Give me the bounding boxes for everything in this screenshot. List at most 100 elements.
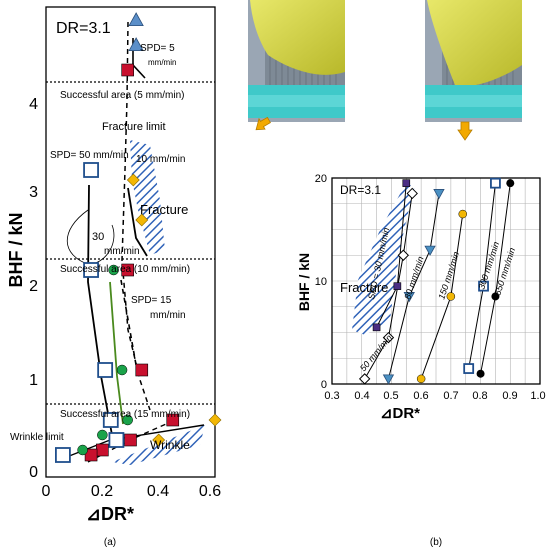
a-ann-mmmin-15: mm/min bbox=[150, 310, 186, 321]
a-point-s1-6 bbox=[84, 448, 98, 462]
a-point-s4-2 bbox=[208, 413, 222, 427]
b-point-s2-0 bbox=[382, 374, 395, 385]
panel-a-marks bbox=[55, 12, 222, 463]
a-ann-30: 30 bbox=[92, 231, 104, 243]
b-xtick-7: 1.0 bbox=[530, 390, 545, 402]
a-ann-spd15: SPD= 15 bbox=[131, 295, 172, 306]
a-ann-mmmin-30: mm/min bbox=[104, 246, 140, 257]
b-ytick-1: 10 bbox=[315, 276, 327, 288]
a-ann-success10: Successful area (10 mm/min) bbox=[60, 264, 190, 275]
photo-right bbox=[425, 0, 522, 141]
b-point-s4-2 bbox=[490, 177, 501, 189]
a-ytick-2: 2 bbox=[29, 278, 38, 295]
a-point-s1-1 bbox=[121, 263, 134, 277]
a-point-s3-0 bbox=[108, 264, 119, 276]
b-point-s2-1 bbox=[403, 292, 415, 303]
a-point-s0-0 bbox=[128, 12, 144, 27]
a-point-s2-4 bbox=[108, 432, 125, 448]
b-point-s5-2 bbox=[506, 179, 515, 188]
panel-a-plot-frame bbox=[45, 6, 216, 478]
a-xtick-3: 0.6 bbox=[199, 483, 221, 500]
b-point-s3-2 bbox=[458, 209, 467, 219]
a-point-s1-3 bbox=[166, 413, 180, 427]
b-point-s1-0 bbox=[358, 373, 371, 385]
panel-b-plot-frame bbox=[331, 177, 541, 385]
b-series-line-1 bbox=[364, 193, 413, 380]
a-point-s4-0 bbox=[126, 173, 140, 187]
b-point-s4-1 bbox=[478, 280, 489, 292]
panel-a: 0 1 2 3 4 0 0.2 0.4 0.6 ⊿DR* BHF / kN DR… bbox=[6, 6, 222, 548]
b-point-s0-2 bbox=[402, 179, 411, 187]
a-ytick-1: 1 bbox=[29, 372, 38, 389]
a-ann-fracture-limit: Fracture limit bbox=[102, 121, 166, 133]
b-point-s1-2 bbox=[397, 249, 410, 261]
b-xtick-3: 0.6 bbox=[413, 390, 428, 402]
panel-a-label: (a) bbox=[104, 537, 116, 548]
a-ytick-0: 0 bbox=[29, 464, 38, 481]
line-spd15 bbox=[120, 279, 139, 377]
b-xtick-5: 0.8 bbox=[472, 390, 487, 402]
b-point-s3-0 bbox=[416, 374, 426, 384]
b-xtick-4: 0.7 bbox=[443, 390, 458, 402]
a-xlabel: ⊿DR* bbox=[86, 504, 134, 524]
a-point-s2-0 bbox=[83, 162, 99, 178]
b-point-s1-3 bbox=[406, 187, 418, 200]
a-ylabel: BHF / kN bbox=[6, 212, 26, 287]
a-title: DR=3.1 bbox=[56, 20, 111, 37]
a-ann-success15: Successful area (15 mm/min) bbox=[60, 409, 190, 420]
a-ann-mmmin-5: mm/min bbox=[148, 58, 176, 67]
panel-b-label: (b) bbox=[430, 537, 442, 548]
b-xtick-0: 0.3 bbox=[324, 390, 339, 402]
b-ann-fracture: Fracture bbox=[340, 280, 388, 295]
a-point-s4-3 bbox=[152, 433, 166, 447]
line-spd50 bbox=[87, 184, 115, 447]
b-point-s2-2 bbox=[424, 245, 436, 256]
a-point-s2-2 bbox=[97, 362, 114, 378]
a-ytick-3: 3 bbox=[29, 184, 38, 201]
b-point-s0-1 bbox=[393, 282, 402, 290]
b-ytick-2: 20 bbox=[315, 173, 327, 185]
b-point-s5-0 bbox=[476, 369, 485, 378]
a-point-s3-1 bbox=[116, 364, 128, 376]
a-point-s2-5 bbox=[55, 447, 71, 463]
a-ytick-4: 4 bbox=[29, 96, 38, 113]
b-ylabel: BHF / kN bbox=[296, 253, 312, 311]
a-point-s4-1 bbox=[135, 213, 149, 227]
b-xtick-6: 0.9 bbox=[502, 390, 517, 402]
b-point-s1-1 bbox=[382, 331, 395, 344]
b-point-s3-1 bbox=[446, 292, 456, 301]
a-ann-fracture: Fracture bbox=[140, 202, 188, 217]
a-point-s1-5 bbox=[96, 443, 109, 457]
fracture-region-b bbox=[352, 185, 415, 335]
a-xtick-1: 0.2 bbox=[91, 483, 113, 500]
fracture-region-a bbox=[130, 140, 165, 255]
line-spd30 bbox=[109, 281, 124, 425]
a-ann-spd50: SPD= 50 mm/min bbox=[50, 150, 129, 161]
b-point-s4-0 bbox=[463, 363, 475, 374]
a-ann-10mm: 10 mm/min bbox=[136, 154, 185, 165]
b-point-s0-0 bbox=[372, 323, 381, 332]
b-ytick-0: 0 bbox=[321, 379, 327, 391]
a-point-s1-0 bbox=[121, 63, 134, 77]
a-point-s3-2 bbox=[122, 414, 133, 426]
photo-left bbox=[248, 0, 345, 131]
line-spd10 bbox=[127, 187, 148, 257]
a-point-s3-4 bbox=[77, 444, 88, 456]
b-xtick-1: 0.4 bbox=[354, 390, 369, 402]
b-xtick-2: 0.5 bbox=[383, 390, 398, 402]
a-xtick-2: 0.4 bbox=[147, 483, 169, 500]
a-ann-wrinkle-limit: Wrinkle limit bbox=[10, 432, 64, 443]
b-point-s5-1 bbox=[491, 292, 500, 301]
b-point-s2-3 bbox=[433, 189, 445, 200]
panel-b-marks bbox=[358, 177, 515, 385]
a-point-s3-3 bbox=[97, 429, 108, 441]
a-point-s2-1 bbox=[83, 262, 99, 278]
a-ann-spd5: SPD= 5 bbox=[140, 43, 175, 54]
b-xlabel: ⊿DR* bbox=[380, 405, 420, 422]
a-xtick-0: 0 bbox=[42, 483, 51, 500]
b-title: DR=3.1 bbox=[340, 183, 381, 197]
a-ann-wrinkle: Wrinkle bbox=[150, 438, 190, 452]
a-ann-success5: Successful area (5 mm/min) bbox=[60, 90, 184, 101]
a-point-s0-1 bbox=[128, 37, 144, 51]
